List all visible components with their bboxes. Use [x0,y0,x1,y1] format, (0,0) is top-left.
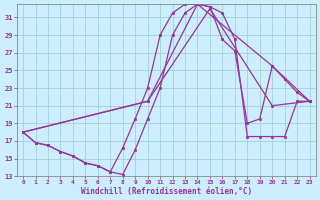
X-axis label: Windchill (Refroidissement éolien,°C): Windchill (Refroidissement éolien,°C) [81,187,252,196]
